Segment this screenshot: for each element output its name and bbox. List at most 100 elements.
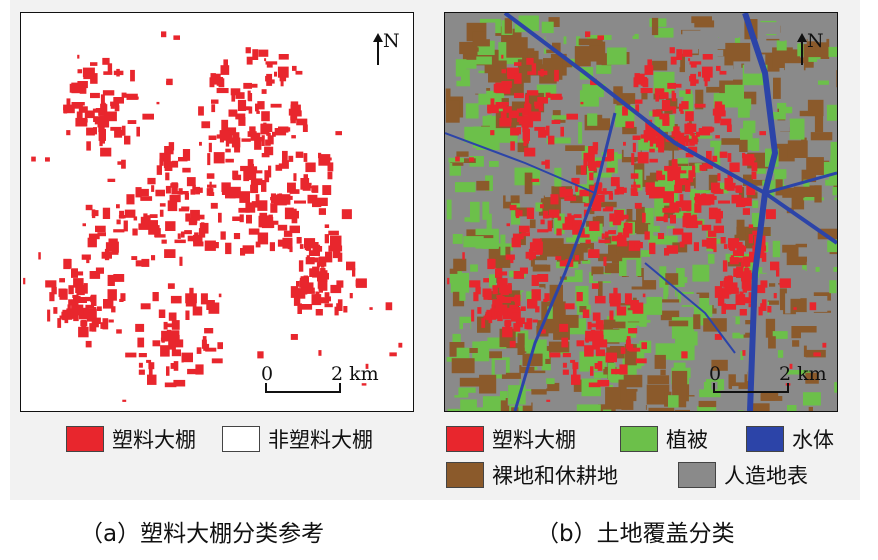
land-cover-patch xyxy=(710,140,728,148)
greenhouse-patch xyxy=(86,255,90,264)
greenhouse-patch xyxy=(532,319,538,323)
greenhouse-patch xyxy=(573,214,582,218)
land-cover-patch xyxy=(681,277,693,283)
land-cover-patch xyxy=(576,36,581,54)
land-cover-patch xyxy=(690,197,695,214)
greenhouse-patch xyxy=(258,215,267,228)
greenhouse-patch xyxy=(643,135,648,143)
greenhouse-patch xyxy=(597,35,604,40)
greenhouse-patch xyxy=(120,293,126,301)
land-cover-patch xyxy=(464,217,480,222)
scale-line-a xyxy=(265,383,341,393)
greenhouse-patch xyxy=(299,244,304,249)
land-cover-patch xyxy=(455,191,462,211)
land-cover-patch xyxy=(668,395,679,408)
greenhouse-patch xyxy=(496,294,503,298)
land-cover-patch xyxy=(806,157,824,175)
land-cover-patch xyxy=(709,49,724,57)
land-cover-patch xyxy=(777,350,784,358)
greenhouse-patch xyxy=(609,293,621,304)
greenhouse-patch xyxy=(116,329,122,334)
greenhouse-patch xyxy=(76,111,83,121)
land-cover-patch xyxy=(559,379,568,393)
land-cover-patch xyxy=(455,182,476,193)
greenhouse-patch xyxy=(122,399,127,402)
greenhouse-patch xyxy=(685,180,691,192)
land-cover-patch xyxy=(606,47,627,65)
greenhouse-patch xyxy=(116,68,120,77)
greenhouse-patch xyxy=(475,286,481,295)
greenhouse-patch xyxy=(469,280,481,288)
greenhouse-patch xyxy=(140,196,153,201)
land-cover-patch xyxy=(593,274,618,282)
greenhouse-patch xyxy=(306,290,315,294)
greenhouse-patch xyxy=(181,206,190,210)
greenhouse-patch xyxy=(226,134,233,144)
greenhouse-patch xyxy=(674,184,683,194)
greenhouse-patch xyxy=(705,160,713,169)
land-cover-patch xyxy=(777,102,787,109)
legend-swatch-bare-fallow xyxy=(446,462,484,488)
greenhouse-patch xyxy=(322,185,332,195)
greenhouse-patch xyxy=(538,130,547,138)
greenhouse-patch xyxy=(514,62,522,66)
greenhouse-patch xyxy=(591,200,602,212)
greenhouse-patch xyxy=(310,287,315,291)
land-cover-patch xyxy=(603,319,626,329)
land-cover-patch xyxy=(835,129,837,145)
land-cover-patch xyxy=(718,31,739,38)
greenhouse-patch xyxy=(663,191,674,203)
greenhouse-patch xyxy=(181,352,193,363)
greenhouse-patch xyxy=(672,228,684,235)
scale-distance-b: 2 km xyxy=(779,363,827,385)
land-cover-patch xyxy=(751,209,762,230)
land-cover-patch xyxy=(821,203,837,212)
greenhouse-patch xyxy=(481,318,486,328)
land-cover-patch xyxy=(778,391,797,396)
greenhouse-patch xyxy=(231,94,236,102)
greenhouse-patch xyxy=(282,150,288,162)
greenhouse-patch xyxy=(207,153,211,166)
land-cover-patch xyxy=(619,127,632,149)
greenhouse-patch xyxy=(618,232,623,238)
greenhouse-patch xyxy=(490,98,495,108)
greenhouse-patch xyxy=(132,228,138,236)
greenhouse-patch xyxy=(193,234,203,243)
greenhouse-patch xyxy=(752,245,757,252)
greenhouse-patch xyxy=(169,194,181,203)
greenhouse-patch xyxy=(645,119,653,131)
land-cover-patch xyxy=(779,36,785,42)
greenhouse-patch xyxy=(634,202,642,209)
greenhouse-patch xyxy=(117,161,125,165)
water-channel xyxy=(644,262,736,354)
land-cover-patch xyxy=(697,406,723,411)
greenhouse-patch xyxy=(497,278,508,288)
greenhouse-patch xyxy=(88,233,100,240)
land-cover-patch xyxy=(790,77,808,91)
greenhouse-patch xyxy=(257,200,268,211)
greenhouse-patch xyxy=(498,304,508,316)
greenhouse-patch xyxy=(726,185,735,191)
land-cover-patch xyxy=(468,305,485,317)
greenhouse-patch xyxy=(277,224,288,231)
legend-label: 人造地表 xyxy=(724,464,808,488)
land-cover-patch xyxy=(531,388,547,395)
greenhouse-patch xyxy=(633,181,636,190)
land-cover-patch xyxy=(631,280,657,290)
greenhouse-patch xyxy=(689,75,693,82)
greenhouse-patch xyxy=(211,358,223,364)
greenhouse-patch xyxy=(758,306,763,316)
land-cover-patch xyxy=(748,403,770,411)
greenhouse-patch xyxy=(119,298,124,302)
land-cover-patch xyxy=(716,398,726,411)
greenhouse-patch xyxy=(255,103,259,112)
greenhouse-patch xyxy=(99,115,107,127)
greenhouse-patch xyxy=(550,93,562,100)
greenhouse-patch xyxy=(93,116,104,122)
land-cover-patch xyxy=(554,213,565,234)
greenhouse-patch xyxy=(290,104,301,113)
land-cover-patch xyxy=(622,83,641,94)
land-cover-patch xyxy=(819,262,834,282)
greenhouse-patch xyxy=(53,307,58,314)
north-arrow-icon xyxy=(797,33,807,65)
